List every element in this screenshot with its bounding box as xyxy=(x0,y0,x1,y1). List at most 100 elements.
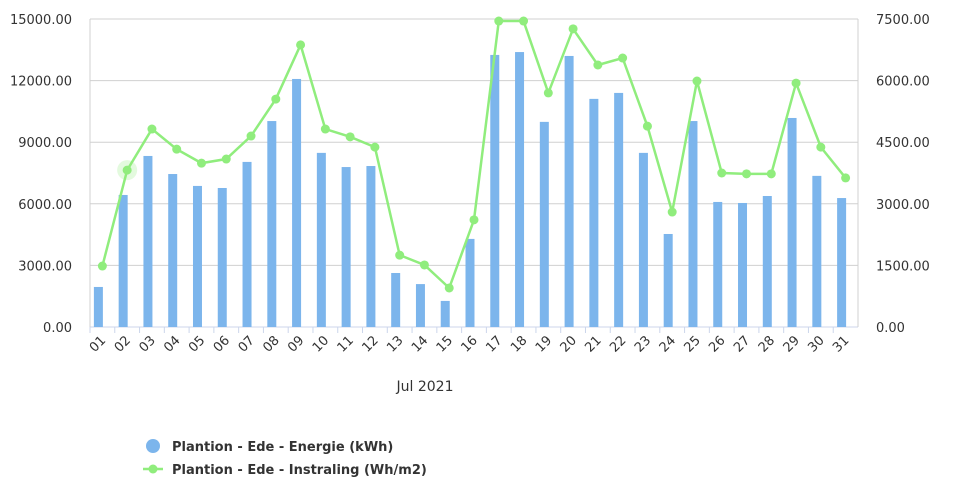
x-tick-label: 12 xyxy=(359,333,381,355)
line-point-14[interactable] xyxy=(419,260,429,270)
x-tick-label: 22 xyxy=(607,333,629,355)
line-point-08[interactable] xyxy=(271,94,281,104)
line-point-01[interactable] xyxy=(97,261,107,271)
line-point-28[interactable] xyxy=(766,169,776,179)
bar-03[interactable] xyxy=(143,155,153,327)
x-tick-label: 24 xyxy=(657,333,679,355)
bar-09[interactable] xyxy=(292,78,302,327)
x-tick-label: 06 xyxy=(211,333,233,355)
bar-07[interactable] xyxy=(242,161,252,327)
x-tick-label: 26 xyxy=(706,333,728,355)
bar-19[interactable] xyxy=(539,121,549,327)
bar-05[interactable] xyxy=(192,185,202,327)
legend-line-dot xyxy=(148,464,158,474)
bar-series xyxy=(93,52,847,328)
bar-28[interactable] xyxy=(762,195,772,327)
line-point-13[interactable] xyxy=(395,250,405,260)
bar-10[interactable] xyxy=(316,152,326,327)
bar-20[interactable] xyxy=(564,55,574,328)
line-point-06[interactable] xyxy=(221,154,231,164)
line-point-05[interactable] xyxy=(196,158,206,168)
bar-02[interactable] xyxy=(118,194,128,327)
line-point-15[interactable] xyxy=(444,283,454,293)
x-tick-label: 30 xyxy=(805,333,827,355)
line-point-16[interactable] xyxy=(469,215,479,225)
line-point-24[interactable] xyxy=(667,207,677,217)
line-point-10[interactable] xyxy=(320,124,330,134)
bar-26[interactable] xyxy=(713,201,723,327)
legend-label: Plantion - Ede - Energie (kWh) xyxy=(172,440,393,455)
line-point-02[interactable] xyxy=(122,165,132,175)
bar-30[interactable] xyxy=(812,175,822,327)
x-tick-label: 01 xyxy=(87,333,109,355)
bar-11[interactable] xyxy=(341,167,351,327)
x-tick-label: 05 xyxy=(186,333,208,355)
line-point-19[interactable] xyxy=(543,88,553,98)
line-point-29[interactable] xyxy=(791,78,801,88)
x-axis-title: Jul 2021 xyxy=(396,379,454,395)
line-point-23[interactable] xyxy=(642,121,652,131)
line-point-25[interactable] xyxy=(692,76,702,86)
line-point-21[interactable] xyxy=(593,60,603,70)
bar-13[interactable] xyxy=(391,272,401,327)
left-tick-label: 12000.00 xyxy=(10,75,72,90)
bar-16[interactable] xyxy=(465,238,475,327)
bar-01[interactable] xyxy=(93,286,103,327)
bar-31[interactable] xyxy=(837,198,847,327)
line-point-31[interactable] xyxy=(841,173,851,183)
bar-15[interactable] xyxy=(440,300,450,327)
right-tick-label: 0.00 xyxy=(876,321,905,336)
line-series xyxy=(97,16,851,293)
left-tick-label: 6000.00 xyxy=(18,198,72,213)
x-tick-label: 28 xyxy=(756,333,778,355)
x-tick-label: 25 xyxy=(681,333,703,355)
bar-27[interactable] xyxy=(738,202,748,327)
x-tick-label: 02 xyxy=(112,333,134,355)
legend: Plantion - Ede - Energie (kWh) Plantion … xyxy=(143,439,427,478)
line-point-18[interactable] xyxy=(519,16,529,26)
line-point-03[interactable] xyxy=(147,124,157,134)
line-point-11[interactable] xyxy=(345,132,355,142)
bar-29[interactable] xyxy=(787,117,797,327)
bar-08[interactable] xyxy=(267,121,277,328)
left-tick-label: 0.00 xyxy=(43,321,72,336)
line-point-04[interactable] xyxy=(172,144,182,154)
line-point-17[interactable] xyxy=(494,16,504,26)
x-tick-label: 23 xyxy=(632,333,654,355)
legend-label: Plantion - Ede - Instraling (Wh/m2) xyxy=(172,463,427,478)
line-point-30[interactable] xyxy=(816,142,826,152)
right-axis: 0.00 1500.00 3000.00 4500.00 6000.00 7500.00 xyxy=(876,13,930,336)
bar-12[interactable] xyxy=(366,166,376,327)
x-tick-label: 04 xyxy=(161,333,183,355)
bar-25[interactable] xyxy=(688,121,698,328)
left-axis: 0.00 3000.00 6000.00 9000.00 12000.00 15000.0… xyxy=(10,13,72,336)
legend-item-instraling[interactable]: Plantion - Ede - Instraling (Wh/m2) xyxy=(143,463,427,478)
x-tick-label: 29 xyxy=(781,333,803,355)
line-point-22[interactable] xyxy=(618,53,628,63)
right-tick-label: 3000.00 xyxy=(876,198,930,213)
line-point-09[interactable] xyxy=(296,40,306,50)
line-point-27[interactable] xyxy=(742,169,752,179)
bar-06[interactable] xyxy=(217,187,227,327)
bar-22[interactable] xyxy=(614,92,624,327)
bar-17[interactable] xyxy=(490,54,500,327)
bar-23[interactable] xyxy=(638,152,648,327)
x-tick-label: 16 xyxy=(459,333,481,355)
x-tick-label: 08 xyxy=(260,333,282,355)
bar-18[interactable] xyxy=(515,52,525,328)
bar-14[interactable] xyxy=(415,284,425,327)
line-point-20[interactable] xyxy=(568,24,578,34)
bar-24[interactable] xyxy=(663,233,673,327)
line-point-26[interactable] xyxy=(717,168,727,178)
left-tick-label: 3000.00 xyxy=(18,259,72,274)
line-point-07[interactable] xyxy=(246,131,256,141)
hover-halo xyxy=(117,160,138,181)
x-tick-label: 20 xyxy=(558,333,580,355)
right-tick-label: 1500.00 xyxy=(876,259,930,274)
legend-item-energie[interactable]: Plantion - Ede - Energie (kWh) xyxy=(146,439,393,455)
x-tick-label: 13 xyxy=(384,333,406,355)
bar-04[interactable] xyxy=(168,174,178,327)
bar-21[interactable] xyxy=(589,98,599,327)
line-point-12[interactable] xyxy=(370,142,380,152)
